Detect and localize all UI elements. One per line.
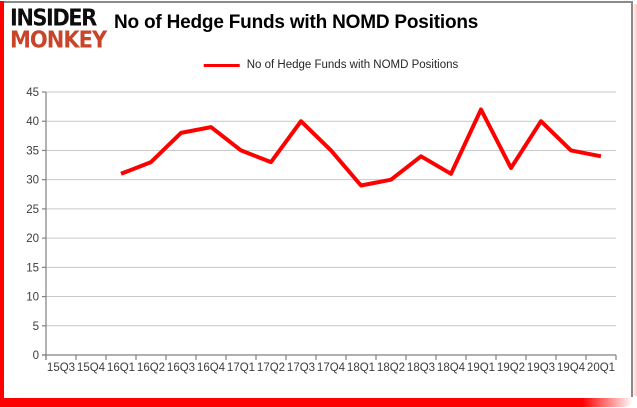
y-tick-label: 20 (26, 233, 39, 245)
y-tick-label: 35 (26, 145, 39, 157)
insider-monkey-logo: INSIDER MONKEY (10, 4, 107, 53)
y-tick-label: 0 (33, 350, 39, 362)
x-tick-label: 19Q4 (557, 362, 586, 374)
x-tick-label: 18Q4 (437, 362, 466, 374)
x-tick-label: 19Q1 (467, 362, 495, 374)
gridlines (46, 91, 616, 327)
logo-text-monkey: MONKEY (10, 26, 107, 53)
x-tick-label: 15Q4 (77, 362, 106, 374)
frame-right-glow (632, 4, 637, 396)
frame-left-red-accent (0, 1, 4, 401)
x-tick-label: 19Q3 (527, 362, 555, 374)
x-tick-label: 17Q3 (287, 362, 315, 374)
x-tick-label: 17Q4 (317, 362, 346, 374)
logo-text-insider: INSIDER (10, 4, 97, 31)
x-tick-label: 18Q2 (377, 362, 405, 374)
x-tick-label: 16Q4 (197, 362, 226, 374)
x-tick-label: 18Q1 (347, 362, 375, 374)
y-tick-label: 5 (33, 321, 39, 333)
y-tick-label: 15 (26, 262, 39, 274)
y-tick-label: 30 (26, 175, 39, 187)
y-tick-label: 40 (26, 116, 39, 128)
chart-legend: No of Hedge Funds with NOMD Positions (203, 59, 459, 71)
legend-line-swatch (203, 63, 240, 67)
y-tick-label: 10 (26, 292, 39, 304)
x-tick-label: 18Q3 (407, 362, 435, 374)
series-line-nomd (120, 107, 602, 188)
frame-right-border (631, 1, 633, 397)
x-tick-label: 17Q2 (257, 362, 285, 374)
legend-label: No of Hedge Funds with NOMD Positions (246, 59, 459, 71)
axes: 0 5 10 15 20 25 30 35 40 45 15Q3 15Q4 16Q1 16Q2 16Q3 16… (26, 87, 617, 374)
x-tick-label: 17Q1 (227, 362, 255, 374)
x-tick-label: 16Q1 (107, 362, 135, 374)
x-tick-label: 16Q2 (137, 362, 165, 374)
y-tick-label: 25 (26, 204, 39, 216)
x-tick-label: 16Q3 (167, 362, 195, 374)
x-tick-label: 15Q3 (47, 362, 75, 374)
x-tick-label: 20Q1 (587, 362, 615, 374)
chart-title: No of Hedge Funds with NOMD Positions (114, 12, 479, 33)
y-tick-label: 45 (26, 87, 39, 99)
frame-top-border (2, 1, 633, 3)
x-tick-label: 19Q2 (497, 362, 525, 374)
frame-bottom-red-accent (0, 398, 633, 407)
